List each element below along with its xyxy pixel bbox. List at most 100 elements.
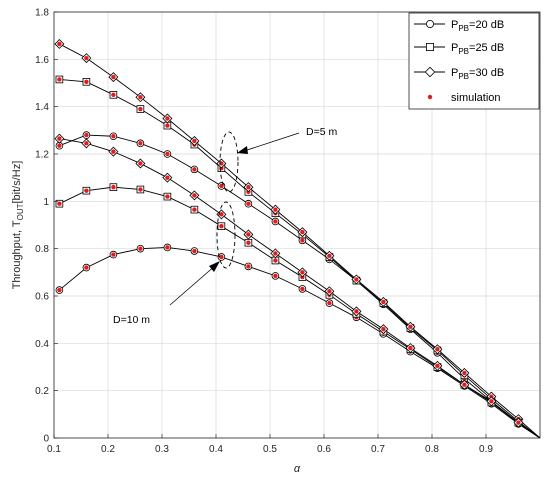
simulation-dot [165,194,170,199]
markers [54,38,524,428]
y-tick-label: 1.2 [35,150,49,161]
simulation-dot [138,187,143,192]
y-tick-label: 0 [43,434,49,445]
y-tick-label: 0.8 [35,244,49,255]
x-tick-label: 0.8 [425,444,439,455]
x-tick-label: 0.9 [479,444,493,455]
simulation-dot [192,248,197,254]
simulation-dot [462,382,467,387]
annotation-d10: D=10 m [113,201,236,326]
arrow-line-d5 [240,132,300,153]
diamond-marker [424,66,436,78]
simulation-dot [427,94,433,100]
legend-label-tail: =20 dB [469,19,504,31]
simulation-dot [300,238,305,243]
y-tick-label: 1.8 [35,8,49,19]
x-tick-label: 0.2 [101,444,115,455]
arrow-head-d5 [237,146,248,154]
legend-label-tail: =25 dB [469,42,504,54]
legend-label-sub: PB [458,72,469,81]
simulation-dot [327,289,332,294]
label-d5: D=5 m [306,126,337,138]
label-d10: D=10 m [113,314,150,326]
simulation-dot [84,55,89,61]
x-tick-label: 0.5 [263,444,277,455]
simulation-dot [381,299,386,305]
simulation-dot [165,116,170,121]
simulation-dot [273,258,278,263]
simulation-dot [300,286,305,292]
square-marker [425,43,434,52]
simulation-dot [408,324,413,329]
simulation-dot [165,175,170,180]
ticks: 0.1 0.2 0.3 0.4 0.5 0.6 0.7 0.8 0.9 0 0.2 0.4 0.6 0.8… [35,8,493,456]
simulation-dot [219,183,224,189]
arrow-head-d10 [209,261,220,272]
circle-marker [425,19,434,28]
simulation-dot [408,345,413,351]
simulation-dot [165,245,170,250]
legend-label: PPB=20 dB [451,19,504,33]
legend-box [408,12,540,110]
simulation-dot [246,264,251,269]
simulation-dot [138,246,143,251]
legend-label-tail: =30 dB [469,67,504,79]
x-tick-label: 0.3 [155,444,169,455]
simulation-dot [57,287,62,293]
simulation-dot [300,270,305,275]
simulation-dot [273,251,278,256]
legend-label-main: simulation [451,92,501,104]
simulation-dot [84,141,89,146]
x-axis-label: α [294,463,301,475]
simulation-dot [435,363,440,369]
simulation-dot [111,134,116,139]
legend-label-sub: PB [458,47,469,56]
simulation-dot [273,207,278,212]
simulation-dot [111,74,116,80]
legend-label-sub: PB [458,24,469,33]
y-tick-label: 1.4 [35,102,49,113]
simulation-dot [84,265,89,270]
simulation-dot [435,347,440,352]
simulation-dot [165,151,170,157]
simulation-dot [381,326,386,332]
simulation-dot [219,254,224,260]
y-tick-label: 1.6 [35,55,49,66]
y-axis-label: Throughput, TOUT[bit/s/Hz] [11,161,25,290]
x-tick-label: 0.4 [209,444,223,455]
y-axis-label-main: Throughput, T [11,220,23,289]
simulation-dot [57,77,62,82]
simulation-dot [111,184,116,190]
x-tick-label: 0.7 [371,444,385,455]
simulation-dot [57,201,62,206]
x-tick-label: 0.6 [317,444,331,455]
simulation-dot [192,207,197,212]
legend-label-main: P [451,19,458,31]
y-tick-label: 0.6 [35,292,49,303]
y-tick-label: 0.2 [35,386,49,397]
simulation-dot [354,309,359,314]
simulation-dot [138,95,143,100]
simulation-dot [462,370,467,376]
simulation-dot [246,184,251,190]
ellipse-d10 [216,201,236,269]
legend-label-main: P [451,67,458,79]
simulation-dot [57,136,62,141]
simulation-dot [273,219,278,224]
simulation-dot [300,229,305,235]
simulation-dot [165,123,170,128]
simulation-dot [327,253,332,258]
y-tick-label: 1 [43,197,49,208]
simulation-dot [138,106,143,112]
simulation-dot [192,167,197,172]
legend-label: PPB=30 dB [451,67,504,81]
simulation-dot [246,240,251,245]
simulation-dot [111,252,116,257]
simulation-dot [246,232,251,237]
legend-label: PPB=25 dB [451,42,504,56]
y-axis-label-sub: OUT [16,203,25,220]
simulation-dot [84,132,89,138]
simulation-dot [138,161,143,166]
